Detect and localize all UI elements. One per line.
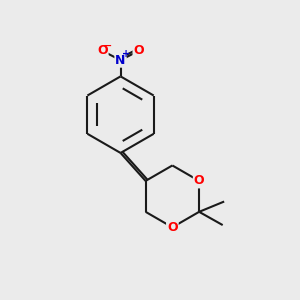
Text: N: N bbox=[116, 54, 126, 67]
Text: +: + bbox=[122, 49, 130, 59]
Text: O: O bbox=[194, 174, 204, 188]
Text: −: − bbox=[103, 41, 112, 51]
Text: O: O bbox=[134, 44, 144, 57]
Text: O: O bbox=[167, 221, 178, 234]
Text: O: O bbox=[97, 44, 108, 57]
